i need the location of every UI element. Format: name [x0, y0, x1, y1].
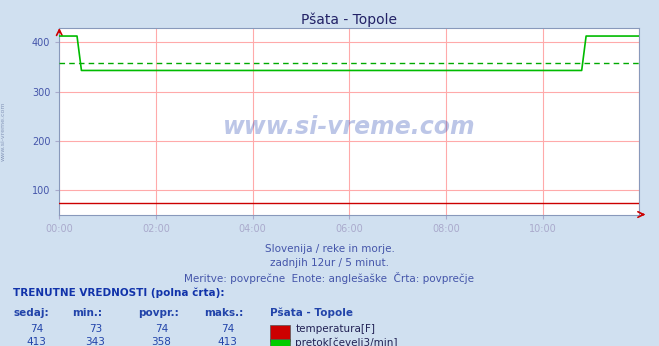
Text: TRENUTNE VREDNOSTI (polna črta):: TRENUTNE VREDNOSTI (polna črta):: [13, 287, 225, 298]
Text: 74: 74: [30, 324, 43, 334]
Text: min.:: min.:: [72, 308, 103, 318]
Text: www.si-vreme.com: www.si-vreme.com: [223, 115, 476, 139]
Text: 413: 413: [217, 337, 237, 346]
Text: Meritve: povprečne  Enote: anglešaške  Črta: povprečje: Meritve: povprečne Enote: anglešaške Črt…: [185, 272, 474, 284]
Title: Pšata - Topole: Pšata - Topole: [301, 12, 397, 27]
Text: sedaj:: sedaj:: [13, 308, 49, 318]
Text: maks.:: maks.:: [204, 308, 244, 318]
Text: temperatura[F]: temperatura[F]: [295, 324, 375, 334]
Text: Slovenija / reke in morje.: Slovenija / reke in morje.: [264, 244, 395, 254]
Text: 73: 73: [89, 324, 102, 334]
Text: zadnjih 12ur / 5 minut.: zadnjih 12ur / 5 minut.: [270, 258, 389, 268]
Text: povpr.:: povpr.:: [138, 308, 179, 318]
Text: 74: 74: [221, 324, 234, 334]
Text: pretok[čevelj3/min]: pretok[čevelj3/min]: [295, 337, 398, 346]
Text: www.si-vreme.com: www.si-vreme.com: [1, 102, 6, 161]
Text: 74: 74: [155, 324, 168, 334]
Text: 413: 413: [26, 337, 46, 346]
Text: 343: 343: [86, 337, 105, 346]
Text: Pšata - Topole: Pšata - Topole: [270, 308, 353, 318]
Text: 358: 358: [152, 337, 171, 346]
